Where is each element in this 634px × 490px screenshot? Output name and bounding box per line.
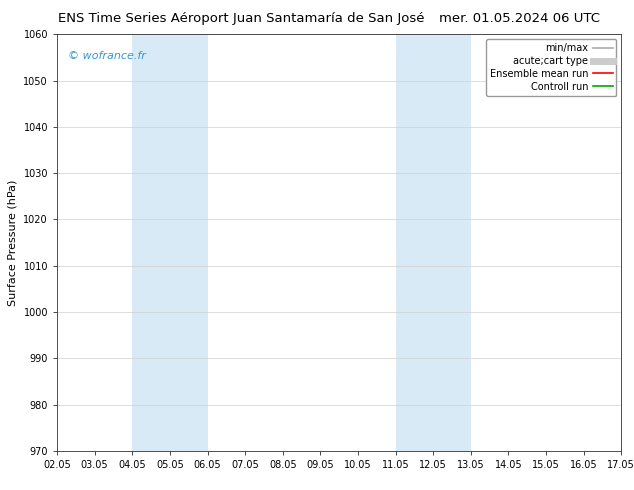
Legend: min/max, acute;cart type, Ensemble mean run, Controll run: min/max, acute;cart type, Ensemble mean … <box>486 39 616 96</box>
Bar <box>396 34 471 451</box>
Text: ENS Time Series Aéroport Juan Santamaría de San José: ENS Time Series Aéroport Juan Santamaría… <box>58 12 424 25</box>
Bar <box>133 34 207 451</box>
Text: © wofrance.fr: © wofrance.fr <box>68 51 146 61</box>
Text: mer. 01.05.2024 06 UTC: mer. 01.05.2024 06 UTC <box>439 12 600 25</box>
Y-axis label: Surface Pressure (hPa): Surface Pressure (hPa) <box>8 179 18 306</box>
